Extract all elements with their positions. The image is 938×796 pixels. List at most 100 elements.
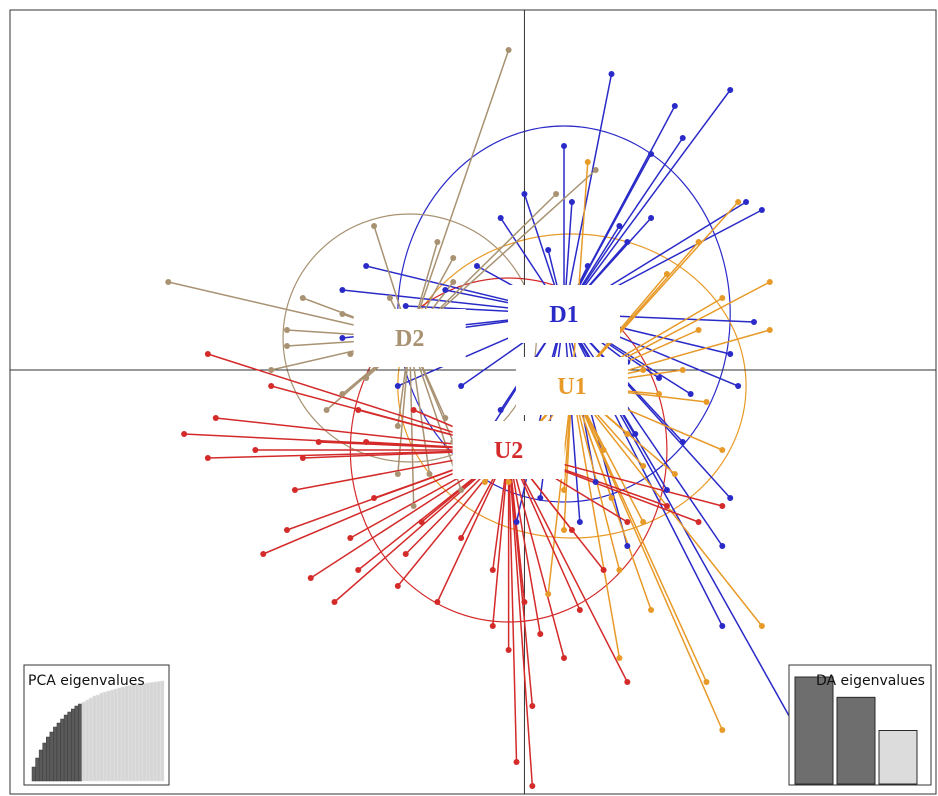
ray-u2 [507,449,629,683]
group-label-d1: D1 [508,285,621,343]
point-d2 [592,167,599,173]
pca-bar [49,731,54,782]
ray-d2 [408,49,510,339]
pca-bar [81,701,86,782]
point-d1 [719,623,726,629]
point-u2 [418,519,425,525]
pca-bar [67,711,72,782]
points-layer [165,47,805,789]
point-u2 [624,679,631,685]
point-u1 [719,727,726,733]
point-d1 [537,495,544,501]
point-u1 [766,327,773,333]
point-d1 [727,87,734,93]
pca-bar [117,687,122,782]
point-u2 [489,567,496,573]
point-u2 [529,783,536,789]
point-u2 [410,407,417,413]
pca-bar [160,680,165,782]
point-d1 [758,207,765,213]
point-d1 [513,519,520,525]
da-bar [836,696,876,785]
point-u1 [719,295,726,301]
point-d1 [363,263,370,269]
point-d2 [299,295,306,301]
point-u1 [616,567,623,573]
point-u1 [545,591,552,597]
point-u2 [371,495,378,501]
point-u1 [640,367,647,373]
pca-bar [103,691,108,782]
point-d1 [497,407,504,413]
point-d2 [268,367,275,373]
group-label-d2: D2 [353,309,466,367]
point-d2 [284,327,291,333]
pca-bars [31,680,165,782]
point-u2 [204,455,211,461]
point-u2 [695,519,702,525]
point-u2 [561,655,568,661]
point-u1 [624,431,631,437]
ray-d1 [563,89,731,315]
point-u1 [561,527,568,533]
da-bars [794,676,918,785]
point-d1 [679,135,686,141]
point-d1 [568,199,575,205]
pca-bar [92,695,97,782]
point-d1 [561,143,568,149]
point-u1 [719,447,726,453]
point-u2 [291,487,298,493]
pca-eigenvalues-inset: PCA eigenvalues [23,664,170,786]
pca-bar [156,681,161,782]
point-u1 [663,271,670,277]
point-d2 [442,415,449,421]
pca-bar [110,689,115,782]
group-label-u1: U1 [515,357,628,415]
point-u2 [458,535,465,541]
point-u2 [719,503,726,509]
point-u2 [204,351,211,357]
point-u1 [703,679,710,685]
pca-bar [135,684,140,782]
point-u1 [640,519,647,525]
pca-bar [53,726,58,782]
pca-bar [99,692,104,782]
point-u1 [679,367,686,373]
point-d2 [386,295,393,301]
point-u2 [331,599,338,605]
point-u2 [284,527,291,533]
label-box-d1 [508,285,621,343]
ray-u2 [507,449,565,659]
point-d2 [450,279,457,285]
pca-bar [113,688,118,782]
ray-d1 [563,313,723,547]
point-u1 [735,199,742,205]
point-u2 [268,383,275,389]
point-u2 [347,535,354,541]
ray-u1 [571,385,621,571]
point-d2 [394,471,401,477]
point-d1 [719,543,726,549]
point-d2 [339,311,346,317]
point-d2 [458,487,465,493]
point-d1 [584,263,591,269]
plot-border [9,9,937,795]
point-d2 [323,407,330,413]
point-d2 [505,47,512,53]
point-u2 [529,703,536,709]
point-d1 [750,319,757,325]
point-d2 [371,223,378,229]
point-u2 [394,583,401,589]
point-u2 [315,439,322,445]
point-u1 [648,607,655,613]
ray-u2 [507,449,534,707]
pca-bar [38,749,43,782]
pca-bar [42,742,47,782]
point-u2 [624,519,631,525]
ray-d1 [563,313,581,523]
point-u1 [703,399,710,405]
pca-bar [153,681,158,782]
point-u1 [505,479,512,485]
pca-bar [35,757,40,782]
